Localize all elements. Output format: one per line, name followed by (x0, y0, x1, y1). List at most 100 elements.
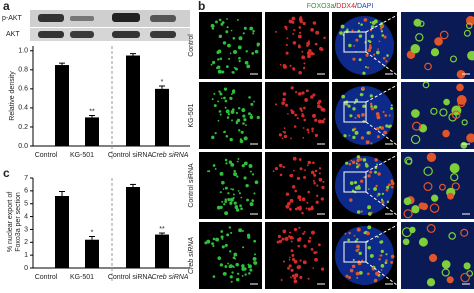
cell (467, 50, 474, 61)
cell (296, 117, 299, 120)
cell (272, 170, 275, 173)
cell (355, 38, 359, 42)
cell (448, 232, 456, 240)
cell (293, 227, 298, 232)
cell (218, 34, 223, 39)
cell (313, 173, 317, 177)
cell (283, 134, 288, 139)
tissue (335, 226, 394, 285)
cell (380, 240, 384, 244)
cell (345, 161, 349, 165)
cell (460, 141, 468, 149)
cell (451, 182, 460, 191)
cell (362, 158, 367, 162)
cell (229, 201, 233, 205)
cell (236, 118, 241, 123)
cell (287, 201, 291, 206)
cell (309, 236, 312, 240)
y-tick-label: 0.6 (18, 86, 28, 93)
cell (411, 109, 420, 118)
cell (354, 116, 357, 119)
cell (219, 113, 222, 116)
cell (373, 187, 377, 191)
cell (409, 226, 416, 234)
cell (367, 48, 372, 53)
cell (379, 27, 383, 30)
cell (225, 134, 229, 138)
cell (301, 55, 306, 60)
cell (442, 129, 450, 138)
cell (297, 44, 301, 47)
cell (314, 42, 318, 46)
cell (226, 26, 229, 29)
y-tick-label: 4 (24, 213, 28, 220)
zoom-box (343, 241, 367, 263)
cell (242, 246, 245, 249)
cell (320, 267, 325, 271)
cell (301, 114, 305, 118)
cell (246, 198, 249, 202)
cell (404, 156, 413, 165)
cell (215, 237, 220, 242)
cell (244, 273, 247, 276)
cell (353, 102, 356, 105)
cell (430, 107, 438, 115)
micrograph (401, 222, 474, 289)
cell (424, 62, 432, 71)
cell (370, 142, 373, 145)
cell (358, 156, 360, 159)
cell (251, 173, 255, 176)
cell (303, 118, 307, 122)
cell (306, 201, 309, 204)
y-tick-label: 0.8 (18, 67, 28, 74)
cell (288, 19, 293, 24)
x-tick-label: KG-501 (70, 152, 94, 159)
cell (212, 237, 216, 241)
cell (220, 230, 224, 233)
cell (253, 192, 256, 195)
cell (406, 50, 416, 59)
cell (304, 169, 306, 172)
blot (30, 28, 190, 41)
cell (241, 108, 246, 113)
cell (352, 258, 355, 262)
cell (450, 173, 459, 182)
cell (248, 112, 251, 116)
cell (426, 224, 436, 233)
cell (284, 236, 289, 241)
cell (348, 275, 352, 279)
cell (292, 68, 296, 71)
cell (280, 278, 283, 282)
cell (371, 20, 376, 25)
cell (228, 226, 232, 229)
cell (232, 37, 236, 40)
cell (220, 97, 223, 99)
cell (463, 29, 471, 37)
cell (322, 180, 325, 183)
cell (240, 196, 243, 199)
cell (439, 183, 446, 191)
cell (418, 237, 428, 247)
cell (234, 205, 238, 209)
zoom-line (365, 121, 402, 149)
cell (227, 192, 230, 195)
cell (352, 57, 356, 61)
cell (369, 170, 373, 174)
zoom-line (365, 12, 402, 33)
cell (243, 118, 247, 122)
cell (291, 274, 295, 278)
cell (211, 135, 215, 140)
cell (253, 261, 256, 264)
cell (241, 274, 244, 277)
cell (466, 22, 473, 29)
cell (241, 164, 245, 168)
cell (449, 55, 458, 63)
cell (239, 204, 242, 208)
cell (349, 114, 353, 118)
cell (238, 228, 243, 233)
cell (290, 86, 294, 90)
cell (307, 54, 311, 59)
cell (248, 265, 251, 268)
cell (358, 270, 363, 275)
cell (302, 21, 306, 26)
